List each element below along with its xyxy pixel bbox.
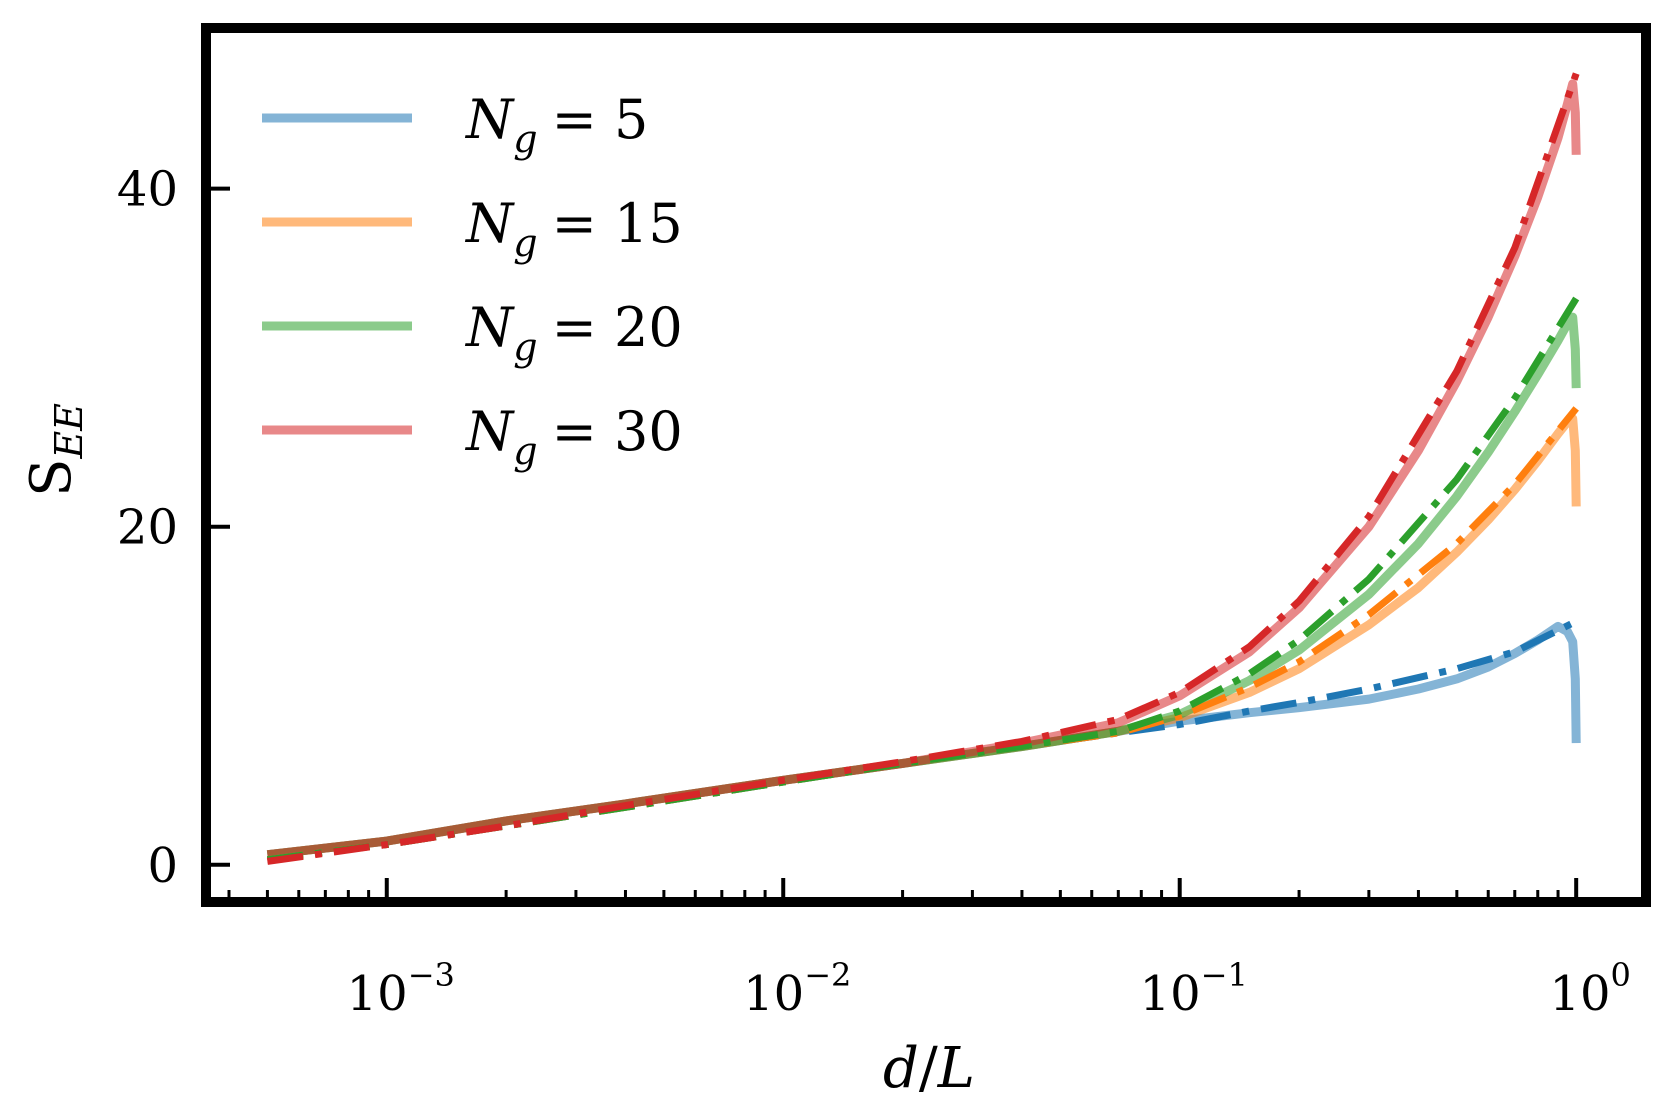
legend-label-3: Ng = 30 <box>464 400 683 473</box>
legend-label-2: Ng = 20 <box>464 296 683 369</box>
y-tick-label-2: 40 <box>117 162 178 218</box>
axis-ticks: 0 20 40 10−3 10−2 10−1 100 <box>117 162 1631 1022</box>
series-0-solid-line <box>266 621 1581 860</box>
series-3-solid-line <box>266 79 1581 860</box>
series-3-dashdot-line <box>266 72 1580 865</box>
y-axis-label-sub: EE <box>47 403 91 460</box>
legend: Ng = 5 Ng = 15 Ng = 20 Ng = 30 <box>262 88 683 473</box>
x-axis-label-sep: / <box>919 1036 938 1101</box>
y-axis-label-base: S <box>19 459 84 497</box>
series-2-solid-line <box>266 312 1581 860</box>
x-axis-label-var: d <box>883 1036 919 1101</box>
y-tick-label-1: 20 <box>117 500 178 556</box>
y-axis-label: SEE <box>19 403 91 497</box>
axes-frame <box>201 23 1651 907</box>
legend-label-1: Ng = 15 <box>464 192 683 265</box>
x-axis-label: d/L <box>883 1036 975 1101</box>
x-axis-label-var2: L <box>937 1036 975 1101</box>
plot-area <box>266 72 1581 865</box>
x-tick-label-2: 10−1 <box>1140 956 1248 1022</box>
x-tick-label-0: 10−3 <box>347 956 455 1022</box>
x-tick-label-1: 10−2 <box>743 956 851 1022</box>
y-tick-label-0: 0 <box>147 838 178 894</box>
x-tick-label-3: 100 <box>1549 956 1630 1022</box>
series-1-dashdot-line <box>266 406 1579 864</box>
series-1-solid-line <box>266 414 1581 860</box>
legend-label-0: Ng = 5 <box>464 88 648 161</box>
